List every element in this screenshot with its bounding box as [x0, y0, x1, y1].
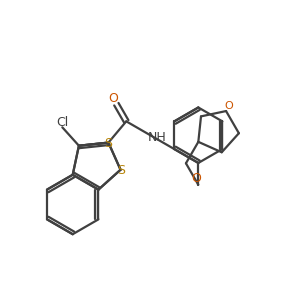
Text: S: S: [104, 137, 112, 150]
Text: O: O: [225, 101, 233, 111]
Text: S: S: [118, 164, 126, 177]
Text: Cl: Cl: [56, 116, 69, 129]
Text: O: O: [191, 172, 201, 185]
Text: NH: NH: [148, 131, 167, 144]
Text: O: O: [108, 92, 118, 105]
